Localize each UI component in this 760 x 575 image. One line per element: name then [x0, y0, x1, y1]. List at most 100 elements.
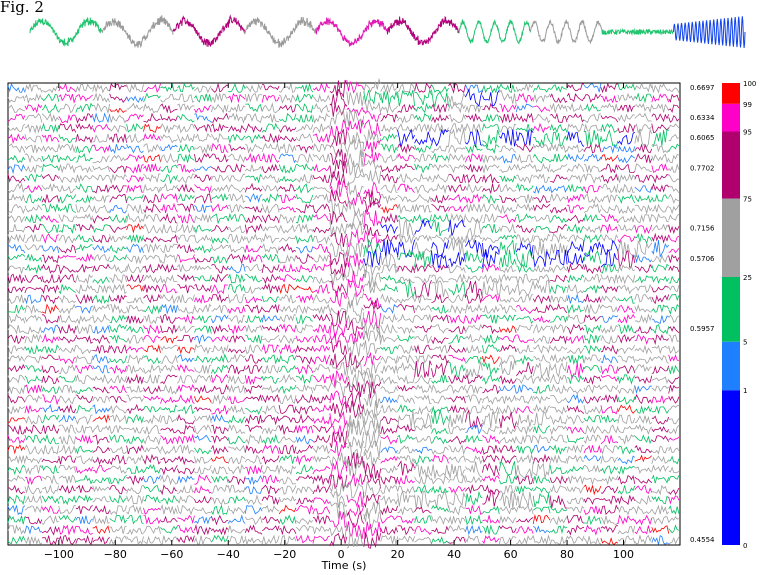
trace-segment [600, 115, 619, 123]
trace-segment [177, 334, 195, 344]
trace-segment [516, 92, 534, 103]
trace-segment [431, 324, 449, 334]
trace-segment [24, 525, 42, 535]
trace-segment [329, 220, 348, 237]
colorbar-tick-label: 25 [743, 274, 752, 282]
trace-segment [211, 192, 229, 202]
trace-segment [92, 536, 110, 545]
trace-segment [566, 426, 585, 435]
trace-segment [600, 248, 619, 268]
trace-segment [194, 213, 212, 223]
trace-segment [245, 285, 263, 295]
trace-segment [210, 103, 229, 114]
trace-segment [312, 474, 331, 486]
trace-segment [498, 485, 517, 495]
trace-segment [41, 295, 60, 305]
trace-segment [397, 326, 415, 335]
trace-segment [227, 435, 246, 445]
colorbar-band [722, 103, 740, 132]
trace-segment [143, 453, 161, 465]
trace-segment [7, 424, 26, 435]
trace-segment [549, 515, 568, 526]
trace-segment [194, 85, 212, 94]
trace-row [7, 531, 680, 549]
trace-segment [210, 284, 229, 295]
trace-segment [227, 335, 246, 344]
trace-segment [346, 381, 365, 397]
trace-segment [244, 263, 263, 272]
trace-segment [346, 220, 365, 236]
trace-segment [346, 531, 365, 549]
trace-segment [75, 204, 94, 213]
trace-segment [261, 174, 280, 184]
trace-segment [499, 491, 517, 509]
trace-segment [58, 134, 76, 143]
trace-row [7, 248, 680, 269]
trace-segment [143, 263, 161, 274]
trace-segment [448, 536, 466, 544]
trace-segment [210, 314, 229, 324]
trace-segment [414, 251, 432, 268]
trace-segment [617, 414, 636, 424]
trace-segment [295, 413, 314, 424]
trace-segment [549, 444, 568, 456]
trace-segment [431, 485, 449, 494]
trace-segment [414, 474, 432, 485]
trace-segment [58, 184, 76, 194]
trace-segment [227, 173, 246, 183]
trace-segment [515, 202, 534, 212]
trace-segment [92, 303, 110, 313]
trace-segment [482, 535, 500, 545]
trace-segment [261, 504, 280, 514]
trace-segment [363, 473, 382, 489]
trace-segment [126, 403, 144, 415]
trace-segment [75, 263, 93, 273]
trace-segment [651, 163, 669, 173]
trace-segment [244, 344, 263, 355]
trace-segment [617, 344, 636, 355]
trace-segment [177, 113, 195, 123]
trace-segment [210, 83, 229, 93]
trace-segment [448, 444, 466, 456]
trace-segment [380, 345, 398, 354]
trace-segment [126, 373, 144, 385]
trace-segment [261, 494, 280, 506]
trace-segment [482, 194, 500, 205]
trace-segment [668, 516, 680, 523]
trace-segment [177, 525, 195, 534]
trace-segment [515, 453, 534, 464]
trace-segment [380, 526, 398, 535]
trace-segment [414, 274, 432, 284]
trace-segment [482, 484, 500, 495]
trace-segment [566, 393, 585, 404]
trace-segment [634, 275, 653, 284]
trace-segment [143, 212, 161, 223]
trace-segment [482, 515, 500, 524]
trace-segment [380, 154, 398, 164]
row-side-value: 0.6697 [690, 84, 715, 92]
trace-segment [668, 334, 679, 344]
trace-segment [465, 153, 483, 163]
trace-segment [448, 184, 466, 194]
trace-segment [397, 361, 415, 372]
trace-segment [668, 404, 679, 410]
trace-segment [346, 460, 365, 478]
trace-segment [160, 253, 178, 264]
trace-segment [567, 347, 585, 355]
trace-segment [329, 332, 348, 348]
trace-segment [75, 102, 94, 113]
trace-segment [482, 250, 500, 268]
trace-segment [549, 361, 568, 378]
trace-segment [58, 294, 77, 304]
trace-segment [58, 474, 77, 485]
trace-segment [109, 424, 127, 434]
trace-segment [583, 344, 602, 355]
trace-segment [566, 183, 585, 193]
trace-segment [261, 385, 280, 394]
trace-segment [261, 225, 280, 233]
trace-segment [194, 485, 212, 494]
trace-segment [126, 123, 144, 133]
trace-segment [92, 325, 110, 335]
trace-segment [160, 173, 178, 185]
trace-segment [414, 263, 432, 273]
